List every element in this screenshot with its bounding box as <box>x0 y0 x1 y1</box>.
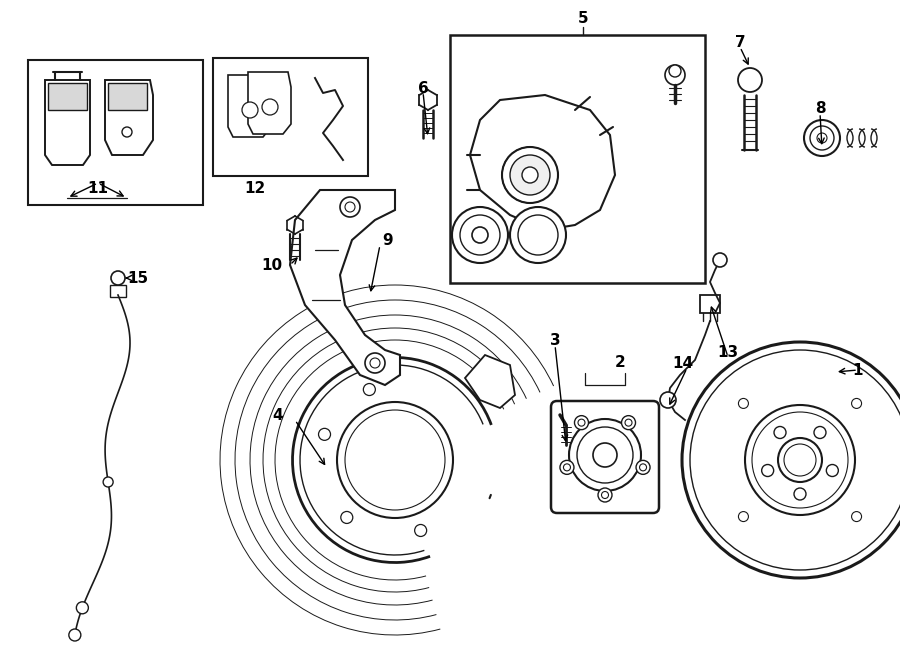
Circle shape <box>319 428 330 440</box>
Circle shape <box>851 512 861 522</box>
Circle shape <box>415 524 427 536</box>
Circle shape <box>601 491 608 498</box>
FancyBboxPatch shape <box>551 401 659 513</box>
Circle shape <box>625 419 632 426</box>
Circle shape <box>104 477 113 487</box>
Circle shape <box>738 399 749 408</box>
Circle shape <box>817 133 827 143</box>
Circle shape <box>682 342 900 578</box>
Bar <box>662 396 674 404</box>
Circle shape <box>341 512 353 524</box>
Circle shape <box>804 120 840 156</box>
Circle shape <box>593 443 617 467</box>
Circle shape <box>365 353 385 373</box>
Polygon shape <box>290 190 400 385</box>
Polygon shape <box>248 72 291 134</box>
Circle shape <box>752 412 848 508</box>
Circle shape <box>345 202 355 212</box>
Circle shape <box>340 197 360 217</box>
Circle shape <box>665 65 685 85</box>
Circle shape <box>522 167 538 183</box>
Text: 5: 5 <box>578 11 589 26</box>
Circle shape <box>345 410 445 510</box>
Text: 12: 12 <box>245 181 266 195</box>
Circle shape <box>578 419 585 426</box>
Circle shape <box>778 438 822 482</box>
Circle shape <box>745 405 855 515</box>
Circle shape <box>510 155 550 195</box>
Polygon shape <box>108 83 147 110</box>
Circle shape <box>370 358 380 368</box>
Circle shape <box>111 271 125 285</box>
Circle shape <box>472 227 488 243</box>
Circle shape <box>68 629 81 641</box>
Text: 15: 15 <box>128 271 148 285</box>
Circle shape <box>784 444 816 476</box>
Bar <box>28 60 203 205</box>
Text: 7: 7 <box>734 34 745 50</box>
Circle shape <box>622 416 635 430</box>
Circle shape <box>364 383 375 395</box>
Circle shape <box>598 488 612 502</box>
Polygon shape <box>700 295 720 313</box>
Circle shape <box>814 426 826 438</box>
Text: 1: 1 <box>853 363 863 377</box>
Text: 14: 14 <box>672 355 694 371</box>
Circle shape <box>563 464 571 471</box>
Circle shape <box>460 215 500 255</box>
Polygon shape <box>45 80 90 165</box>
Text: 8: 8 <box>814 101 825 115</box>
Circle shape <box>337 402 453 518</box>
Circle shape <box>669 65 681 77</box>
Text: 2: 2 <box>615 354 626 369</box>
Circle shape <box>574 416 589 430</box>
Text: 3: 3 <box>550 332 561 348</box>
Polygon shape <box>48 83 87 110</box>
Polygon shape <box>105 80 153 155</box>
Circle shape <box>122 127 132 137</box>
Circle shape <box>851 399 861 408</box>
Text: 11: 11 <box>87 181 109 195</box>
Bar <box>213 58 368 176</box>
Circle shape <box>738 512 749 522</box>
Circle shape <box>738 68 762 92</box>
Circle shape <box>660 392 676 408</box>
Text: 6: 6 <box>418 81 428 95</box>
Polygon shape <box>465 355 515 408</box>
Circle shape <box>810 126 834 150</box>
Circle shape <box>452 207 508 263</box>
Circle shape <box>242 102 258 118</box>
Text: 13: 13 <box>717 344 739 359</box>
Polygon shape <box>470 95 615 230</box>
Circle shape <box>636 460 650 475</box>
Circle shape <box>826 465 838 477</box>
Circle shape <box>577 427 633 483</box>
Circle shape <box>640 464 646 471</box>
Circle shape <box>518 215 558 255</box>
Circle shape <box>713 253 727 267</box>
Text: 10: 10 <box>261 258 283 273</box>
Text: 4: 4 <box>273 408 284 422</box>
Circle shape <box>690 350 900 570</box>
Circle shape <box>262 99 278 115</box>
Circle shape <box>774 426 786 438</box>
Bar <box>110 285 126 297</box>
Polygon shape <box>228 75 271 137</box>
Text: 9: 9 <box>382 232 393 248</box>
Circle shape <box>761 465 774 477</box>
Circle shape <box>794 488 806 500</box>
Circle shape <box>76 602 88 614</box>
Circle shape <box>560 460 574 475</box>
Bar <box>450 35 705 283</box>
Circle shape <box>502 147 558 203</box>
Circle shape <box>569 419 641 491</box>
Circle shape <box>510 207 566 263</box>
